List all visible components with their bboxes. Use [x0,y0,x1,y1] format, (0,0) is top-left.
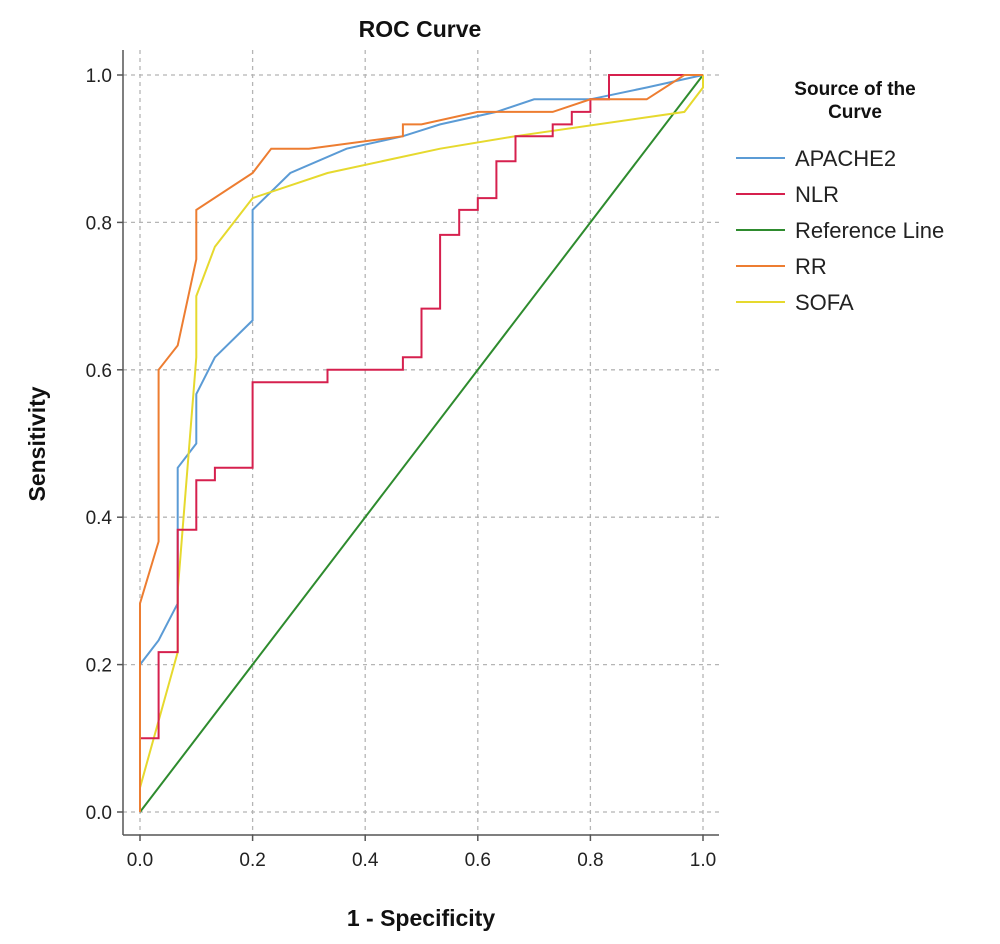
series-lines [139,74,704,813]
legend-label-nlr: NLR [795,182,839,207]
legend: Source of the Curve APACHE2 NLR Reference … [736,79,944,315]
legend-title-line-1: Source of the [794,79,915,100]
x-tick-label: 0.2 [239,850,265,871]
x-tick-label: 0.8 [577,850,603,871]
x-tick-label: 0.0 [127,850,153,871]
y-tick-label: 1.0 [86,66,112,87]
legend-label-apache2: APACHE2 [795,146,896,171]
legend-title-line-2: Curve [828,102,882,123]
series-line-rr [139,74,703,812]
legend-items: APACHE2 NLR Reference Line RR SOFA [736,146,944,315]
y-tick-label: 0.4 [86,508,113,529]
chart-title: ROC Curve [359,16,482,42]
y-tick-label: 0.8 [86,213,112,234]
x-axis-title: 1 - Specificity [347,905,495,931]
x-tick-label: 0.4 [352,850,379,871]
legend-label-sofa: SOFA [795,290,854,315]
axes [117,50,719,841]
x-tick-label: 0.6 [465,850,491,871]
series-line-reference-line [139,74,704,813]
tick-labels: 0.0 0.2 0.4 0.6 0.8 1.0 0.0 0.2 0.4 0.6 0.8 1.0 [86,66,717,871]
y-tick-label: 0.0 [86,803,112,824]
legend-label-reference-line: Reference Line [795,218,944,243]
y-tick-label: 0.2 [86,656,112,677]
series-line-nlr [139,74,703,812]
x-tick-label: 1.0 [690,850,716,871]
legend-label-rr: RR [795,254,827,279]
y-axis-title: Sensitivity [24,386,50,501]
y-tick-label: 0.6 [86,361,112,382]
